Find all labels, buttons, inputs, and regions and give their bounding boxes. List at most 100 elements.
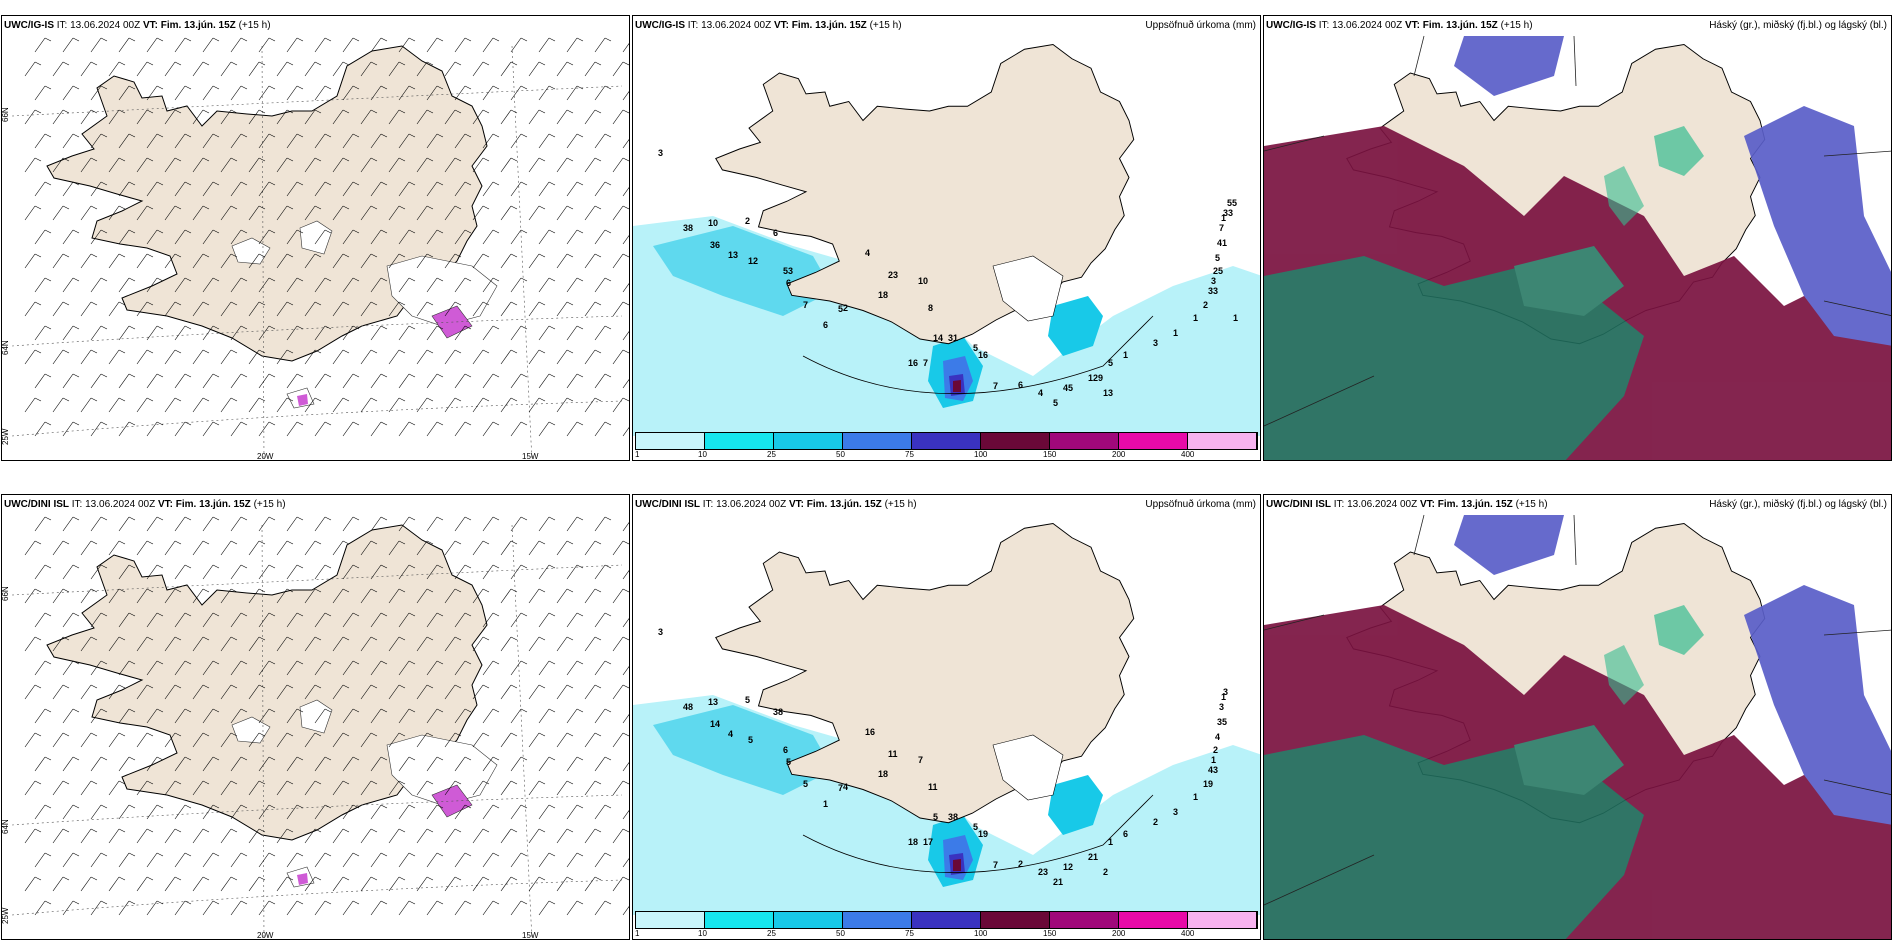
legend-label: 50 <box>836 450 845 459</box>
precip-legend-labels: 1 10 25 50 75 100 150 200 400 <box>635 450 1255 460</box>
precip-value: 2 <box>745 216 750 226</box>
wind-barbs <box>24 516 629 916</box>
precip-value: 3 <box>658 627 663 637</box>
precip-value: 38 <box>948 812 958 822</box>
precip-value: 13 <box>1103 388 1113 398</box>
precip-value: 33 <box>1208 286 1218 296</box>
precip-value: 6 <box>823 320 828 330</box>
precip-value: 7 <box>1219 223 1224 233</box>
precip-value: 4 <box>1215 732 1220 742</box>
glacier <box>231 716 271 744</box>
wind-map: 66N 64N 25W 20W 15W <box>2 37 629 461</box>
grid-label-lat: 64N <box>2 340 10 355</box>
precip-value: 1 <box>1193 313 1198 323</box>
precip-value: 38 <box>683 223 693 233</box>
precip-value: 7 <box>993 860 998 870</box>
precip-value: 11 <box>928 782 938 792</box>
wind-panel-row2: UWC/DINI ISL IT: 13.06.2024 00Z VT: Fim.… <box>1 494 630 940</box>
grid-label-lat: 66N <box>2 107 10 122</box>
precip-value: 1 <box>1221 213 1226 223</box>
precip-value: 1 <box>1211 755 1216 765</box>
precip-value: 18 <box>878 290 888 300</box>
cloud-map <box>1264 16 1891 460</box>
cloud-boundaries <box>1264 35 1891 427</box>
precip-value: 5 <box>745 695 750 705</box>
panel-subtitle: Uppsöfnuð úrkoma (mm) <box>1145 499 1256 510</box>
precip-value: 5 <box>933 812 938 822</box>
legend-swatch <box>774 912 843 928</box>
precip-value: 33 <box>1223 208 1233 218</box>
precip-value: 2 <box>1153 817 1158 827</box>
precip-value: 1 <box>1221 692 1226 702</box>
precip-legend <box>635 911 1258 929</box>
glacier <box>992 734 1064 801</box>
precip-value: 23 <box>888 270 898 280</box>
legend-swatch <box>1050 912 1119 928</box>
precip-value: 7 <box>838 783 843 793</box>
wind-barbs <box>24 37 629 437</box>
precip-value: 21 <box>1088 852 1098 862</box>
precip-value: 16 <box>865 727 875 737</box>
precip-value: 6 <box>1018 380 1023 390</box>
precip-value: 3 <box>658 148 663 158</box>
glacier <box>231 237 271 265</box>
precip-value: 3 <box>1219 702 1224 712</box>
legend-label: 1 <box>635 450 640 459</box>
legend-label: 75 <box>905 450 914 459</box>
precip-value: 5 <box>1215 253 1220 263</box>
legend-swatch <box>981 912 1050 928</box>
precip-value: 31 <box>948 333 958 343</box>
precip-value: 2 <box>1213 745 1218 755</box>
wind-map: 66N 64N 25W 20W 15W <box>2 516 629 939</box>
panel-title: UWC/DINI ISL IT: 13.06.2024 00Z VT: Fim.… <box>635 499 917 510</box>
precip-value: 17 <box>923 837 933 847</box>
precip-value: 1 <box>1173 328 1178 338</box>
legend-label: 25 <box>767 929 776 938</box>
panel-subtitle: Háský (gr.), miðský (fj.bl.) og lágský (… <box>1709 499 1887 510</box>
legend-swatch <box>1119 433 1188 449</box>
legend-swatch <box>1188 912 1257 928</box>
grid-label-lon: 25W <box>2 428 10 445</box>
cloud-layers <box>1264 515 1891 939</box>
precip-value: 5 <box>973 822 978 832</box>
legend-swatch <box>636 433 705 449</box>
precip-value: 38 <box>773 707 783 717</box>
precip-value: 12 <box>748 256 758 266</box>
panel-subtitle: Uppsöfnuð úrkoma (mm) <box>1145 20 1256 31</box>
precip-panel-row2: UWC/DINI ISL IT: 13.06.2024 00Z VT: Fim.… <box>632 494 1261 940</box>
precip-value: 2 <box>1203 300 1208 310</box>
panel-title: UWC/IG-IS IT: 13.06.2024 00Z VT: Fim. 13… <box>635 20 902 31</box>
precip-value: 3 <box>1173 807 1178 817</box>
precip-value: 5 <box>1053 398 1058 408</box>
precip-value: 2 <box>843 303 848 313</box>
legend-swatch <box>912 433 981 449</box>
legend-label: 200 <box>1112 450 1126 459</box>
cloud-layers <box>1264 36 1891 460</box>
panel-title: UWC/DINI ISL IT: 13.06.2024 00Z VT: Fim.… <box>4 499 286 510</box>
precip-value: 36 <box>710 240 720 250</box>
grid-label-lon: 20W <box>257 452 274 461</box>
precip-value: 5 <box>838 304 843 314</box>
precip-value: 8 <box>928 303 933 313</box>
precip-value: 2 <box>1018 859 1023 869</box>
precip-value: 7 <box>803 300 808 310</box>
precip-value: 35 <box>1217 717 1227 727</box>
precip-value: 6 <box>1123 829 1128 839</box>
precip-value: 6 <box>773 228 778 238</box>
precip-value: 1 <box>1108 837 1113 847</box>
precip-value: 48 <box>683 702 693 712</box>
legend-swatch <box>636 912 705 928</box>
legend-label: 100 <box>974 450 988 459</box>
precip-value: 55 <box>1227 198 1237 208</box>
legend-label: 10 <box>698 929 707 938</box>
legend-swatch <box>1119 912 1188 928</box>
legend-swatch <box>1188 433 1257 449</box>
precip-value: 25 <box>1213 266 1223 276</box>
legend-swatch <box>843 433 912 449</box>
precip-value: 13 <box>728 250 738 260</box>
glacier-pink <box>297 394 308 406</box>
cloud-map <box>1264 495 1891 939</box>
legend-swatch <box>705 912 774 928</box>
legend-label: 400 <box>1181 450 1195 459</box>
